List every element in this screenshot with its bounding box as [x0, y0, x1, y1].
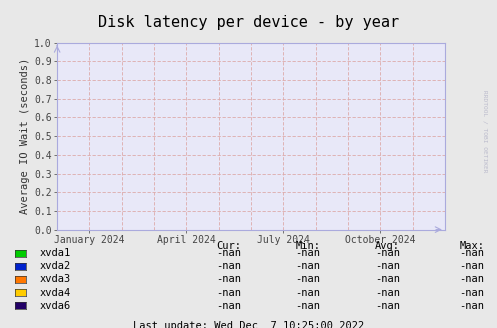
Text: -nan: -nan	[296, 248, 321, 258]
Text: -nan: -nan	[460, 248, 485, 258]
Text: xvda6: xvda6	[40, 301, 71, 311]
Text: -nan: -nan	[375, 301, 400, 311]
Y-axis label: Average IO Wait (seconds): Average IO Wait (seconds)	[20, 58, 30, 214]
Text: Min:: Min:	[296, 241, 321, 251]
Text: -nan: -nan	[296, 301, 321, 311]
Text: Cur:: Cur:	[216, 241, 241, 251]
Text: -nan: -nan	[375, 288, 400, 297]
Text: RRDTOOL / TOBI OETIKER: RRDTOOL / TOBI OETIKER	[482, 90, 487, 173]
Text: -nan: -nan	[460, 301, 485, 311]
Text: Last update: Wed Dec  7 10:25:00 2022: Last update: Wed Dec 7 10:25:00 2022	[133, 321, 364, 328]
Text: xvda1: xvda1	[40, 248, 71, 258]
Text: -nan: -nan	[460, 275, 485, 284]
Text: -nan: -nan	[216, 248, 241, 258]
Text: Avg:: Avg:	[375, 241, 400, 251]
Text: xvda4: xvda4	[40, 288, 71, 297]
Text: -nan: -nan	[296, 288, 321, 297]
Text: xvda3: xvda3	[40, 275, 71, 284]
Text: Max:: Max:	[460, 241, 485, 251]
Text: -nan: -nan	[375, 261, 400, 271]
Text: -nan: -nan	[216, 288, 241, 297]
Text: -nan: -nan	[216, 261, 241, 271]
Text: -nan: -nan	[460, 261, 485, 271]
Text: -nan: -nan	[216, 301, 241, 311]
Text: -nan: -nan	[296, 275, 321, 284]
Text: xvda2: xvda2	[40, 261, 71, 271]
Text: -nan: -nan	[460, 288, 485, 297]
Text: Disk latency per device - by year: Disk latency per device - by year	[98, 15, 399, 30]
Text: -nan: -nan	[216, 275, 241, 284]
Text: -nan: -nan	[375, 248, 400, 258]
Text: -nan: -nan	[375, 275, 400, 284]
Text: -nan: -nan	[296, 261, 321, 271]
